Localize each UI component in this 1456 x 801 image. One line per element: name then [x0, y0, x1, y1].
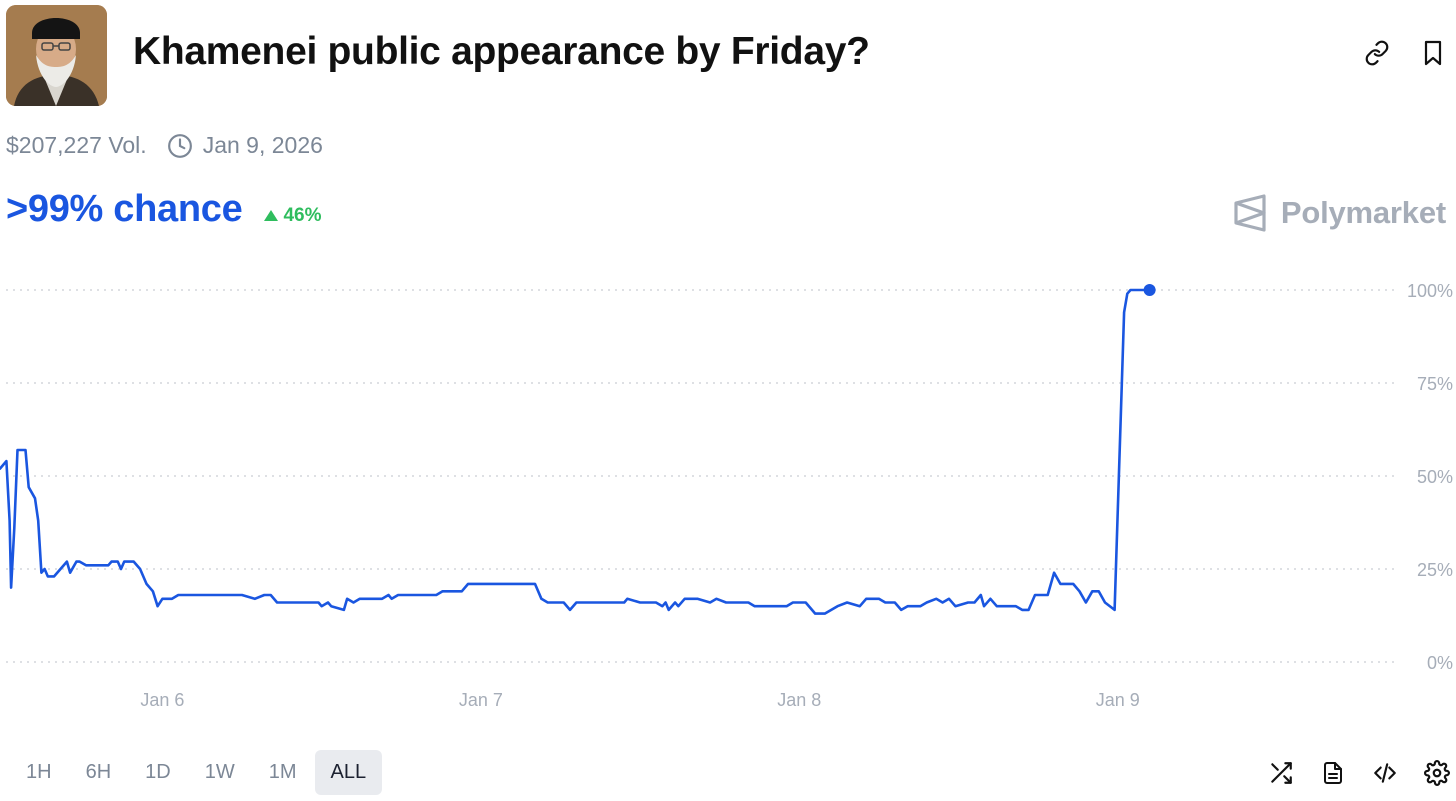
range-1m-button[interactable]: 1M	[268, 761, 297, 783]
bookmark-icon[interactable]	[1420, 38, 1446, 68]
brand-name: Polymarket	[1280, 195, 1446, 230]
range-1h-button[interactable]: 1H	[26, 761, 52, 783]
document-icon[interactable]	[1320, 758, 1346, 788]
polymarket-logo-icon	[1234, 194, 1266, 232]
end-date: Jan 9, 2026	[202, 132, 323, 158]
x-tick-label: Jan 6	[140, 690, 184, 710]
shuffle-icon[interactable]	[1268, 758, 1294, 788]
market-title: Khamenei public appearance by Friday?	[133, 30, 870, 73]
x-tick-label: Jan 9	[1096, 690, 1140, 710]
gear-icon[interactable]	[1424, 758, 1450, 788]
x-tick-label: Jan 7	[459, 690, 503, 710]
series-line	[0, 288, 1151, 615]
time-range-selector: 1H 6H 1D 1W 1M ALL	[10, 750, 383, 795]
price-chart: 0% 25% 50% 75% 100% Jan 6 Jan 7 Jan 8 Jan 9	[0, 281, 1453, 710]
y-tick-label: 75%	[1417, 374, 1453, 394]
x-tick-label: Jan 8	[777, 690, 821, 710]
range-all-button[interactable]: ALL	[314, 750, 383, 795]
up-arrow-icon	[264, 210, 279, 221]
series-end-marker	[1143, 284, 1156, 296]
y-tick-label: 50%	[1417, 467, 1453, 487]
embed-icon[interactable]	[1372, 758, 1398, 788]
link-icon[interactable]	[1364, 38, 1390, 68]
y-tick-label: 25%	[1417, 560, 1453, 580]
change-badge: 46%	[264, 204, 322, 227]
clock-icon	[167, 133, 193, 159]
range-1d-button[interactable]: 1D	[145, 761, 171, 783]
y-tick-label: 0%	[1427, 653, 1453, 673]
volume: $207,227 Vol.	[6, 132, 147, 158]
chance-value: >99% chance	[6, 188, 243, 230]
market-avatar	[6, 5, 107, 106]
brand-logo: Polymarket	[1233, 193, 1446, 233]
range-6h-button[interactable]: 6H	[85, 761, 112, 783]
change-value: 46%	[283, 204, 322, 226]
avatar-portrait	[6, 5, 107, 106]
y-tick-label: 100%	[1407, 281, 1453, 301]
range-1w-button[interactable]: 1W	[204, 761, 235, 783]
